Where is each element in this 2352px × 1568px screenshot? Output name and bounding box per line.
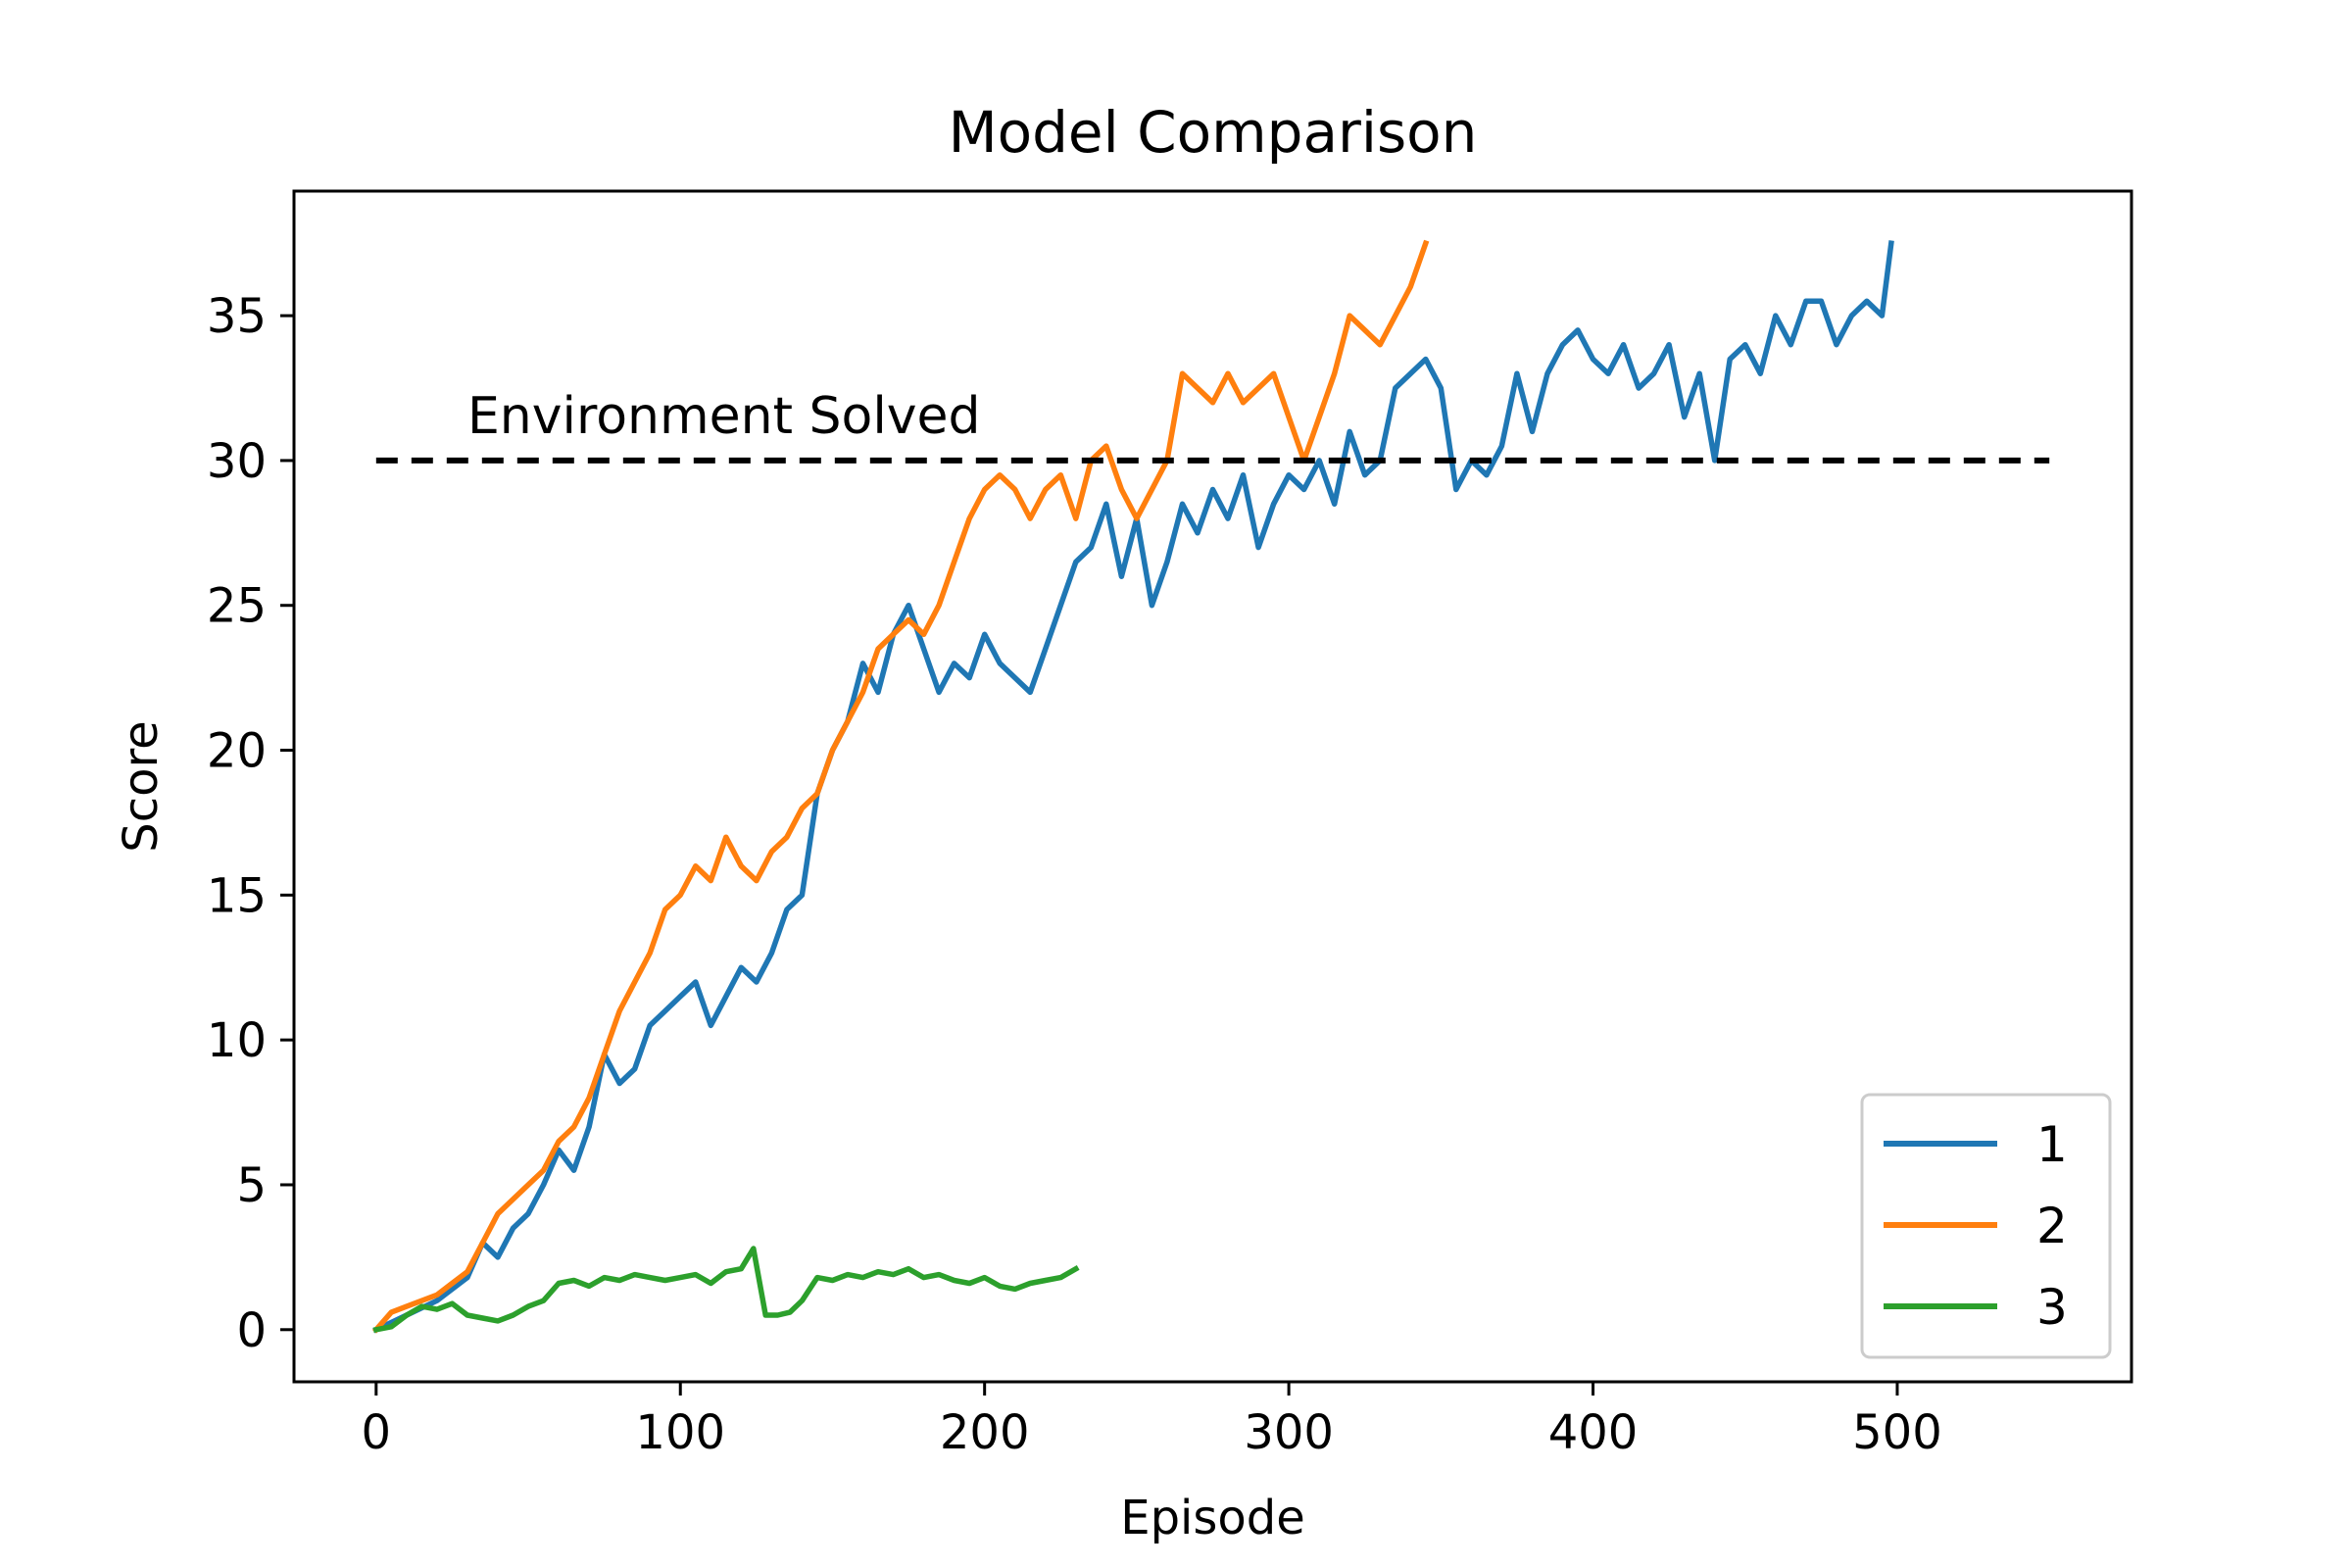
x-tick-label: 400 [1548,1405,1639,1460]
y-tick-label: 35 [207,289,267,344]
x-tick-label: 100 [635,1405,725,1460]
series-layer [371,239,1894,1334]
y-tick-label: 15 [207,868,267,923]
x-tick-label: 500 [1852,1405,1942,1460]
y-tick-label: 0 [236,1303,267,1358]
series-line-2 [371,239,1430,1334]
chart-title: Model Comparison [949,99,1478,166]
threshold-layer: Environment Solved [375,387,2050,464]
y-tick-label: 25 [207,579,267,634]
series-line-3 [372,1246,1080,1334]
x-tick-label: 200 [940,1405,1030,1460]
y-axis-label: Score [114,720,169,852]
legend: 1 2 3 [1860,1093,2112,1359]
legend-label-3: 3 [2036,1279,2068,1336]
x-tick-label: 0 [362,1405,392,1460]
axes-layer: 0 100 200 300 400 500 0 5 10 15 20 25 30 35 [207,189,2133,1460]
y-tick-label: 30 [207,434,267,489]
y-tick-label: 20 [207,724,267,779]
x-tick-label: 300 [1244,1405,1334,1460]
legend-label-2: 2 [2036,1198,2068,1254]
legend-label-1: 1 [2036,1116,2068,1173]
axes-frame [292,189,2133,1384]
y-tick-label: 5 [236,1158,267,1213]
x-axis-label: Episode [1120,1491,1305,1545]
y-tick-label: 10 [207,1013,267,1068]
threshold-label: Environment Solved [467,387,981,446]
series-line-1 [372,240,1894,1334]
